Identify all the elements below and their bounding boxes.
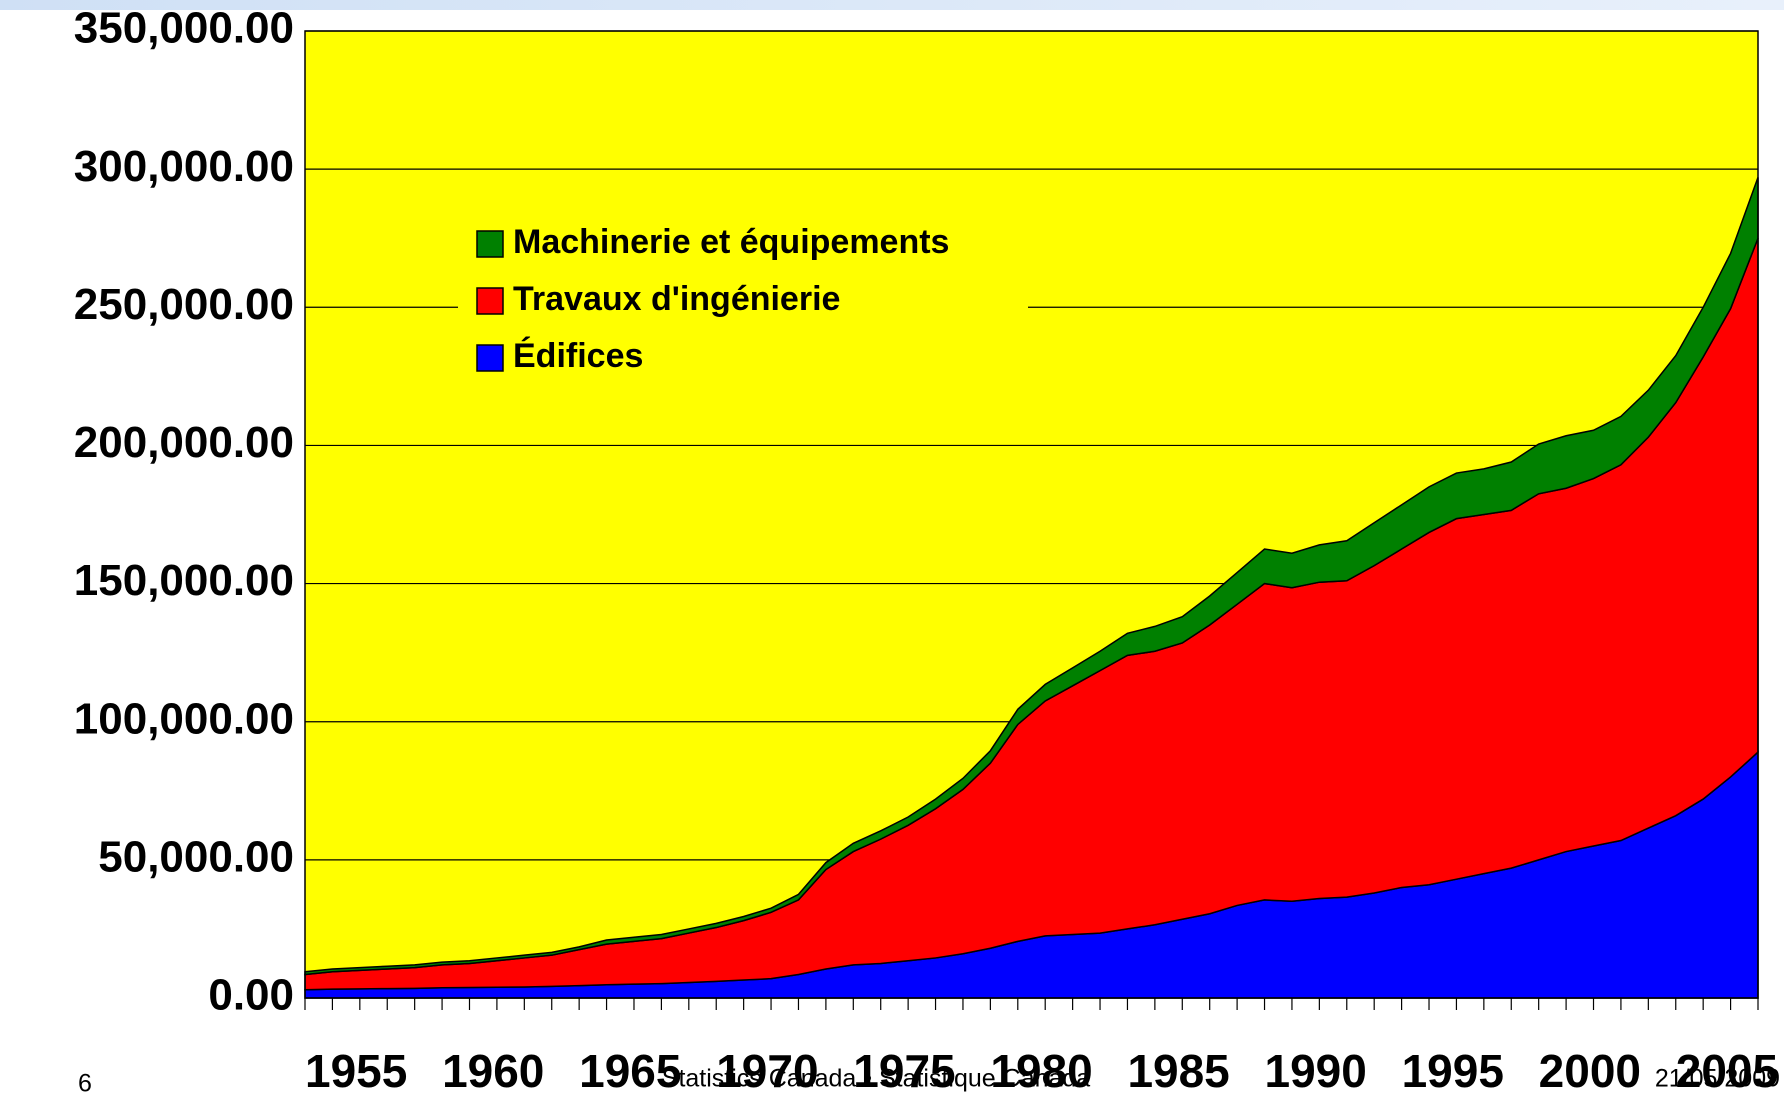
x-tick-label: 1970 [716, 1045, 818, 1097]
x-tick-label: 1965 [579, 1045, 681, 1097]
x-tick-label: 2000 [1539, 1045, 1641, 1097]
x-tick-label: 1955 [305, 1045, 407, 1097]
legend-label: Machinerie et équipements [513, 223, 949, 261]
x-tick-label: 1985 [1127, 1045, 1229, 1097]
x-tick-label: 2005 [1676, 1045, 1778, 1097]
y-tick-label: 100,000.00 [74, 694, 294, 743]
legend-label: Édifices [513, 337, 643, 375]
y-tick-label: 50,000.00 [98, 832, 294, 881]
legend-swatch [476, 344, 504, 372]
y-tick-label: 200,000.00 [74, 418, 294, 467]
y-tick-label: 300,000.00 [74, 142, 294, 191]
x-tick-label: 1960 [442, 1045, 544, 1097]
y-tick-label: 150,000.00 [74, 556, 294, 605]
y-tick-label: 0.00 [208, 971, 294, 1020]
x-tick-label: 1995 [1402, 1045, 1504, 1097]
plot-area: 0.00 50,000.00 100,000.00 150,000.00 200,000… [74, 4, 1778, 1098]
legend-swatch [476, 287, 504, 315]
footer-date: 21/05/2009 [1655, 1065, 1780, 1093]
footer-source: Statistics Canada • Statistique Canada [662, 1065, 1091, 1093]
y-tick-label: 250,000.00 [74, 280, 294, 329]
x-tick-label: 1975 [853, 1045, 955, 1097]
plot-border [304, 30, 1759, 999]
y-tick-label: 350,000.00 [74, 4, 294, 53]
x-tick-label: 1980 [990, 1045, 1092, 1097]
top-banner [0, 0, 1784, 10]
legend-background [458, 214, 1028, 393]
x-tick-label: 1990 [1265, 1045, 1367, 1097]
page-number: 6 [78, 1070, 92, 1098]
legend-swatch [476, 230, 504, 258]
legend-label: Travaux d'ingénierie [513, 280, 840, 318]
